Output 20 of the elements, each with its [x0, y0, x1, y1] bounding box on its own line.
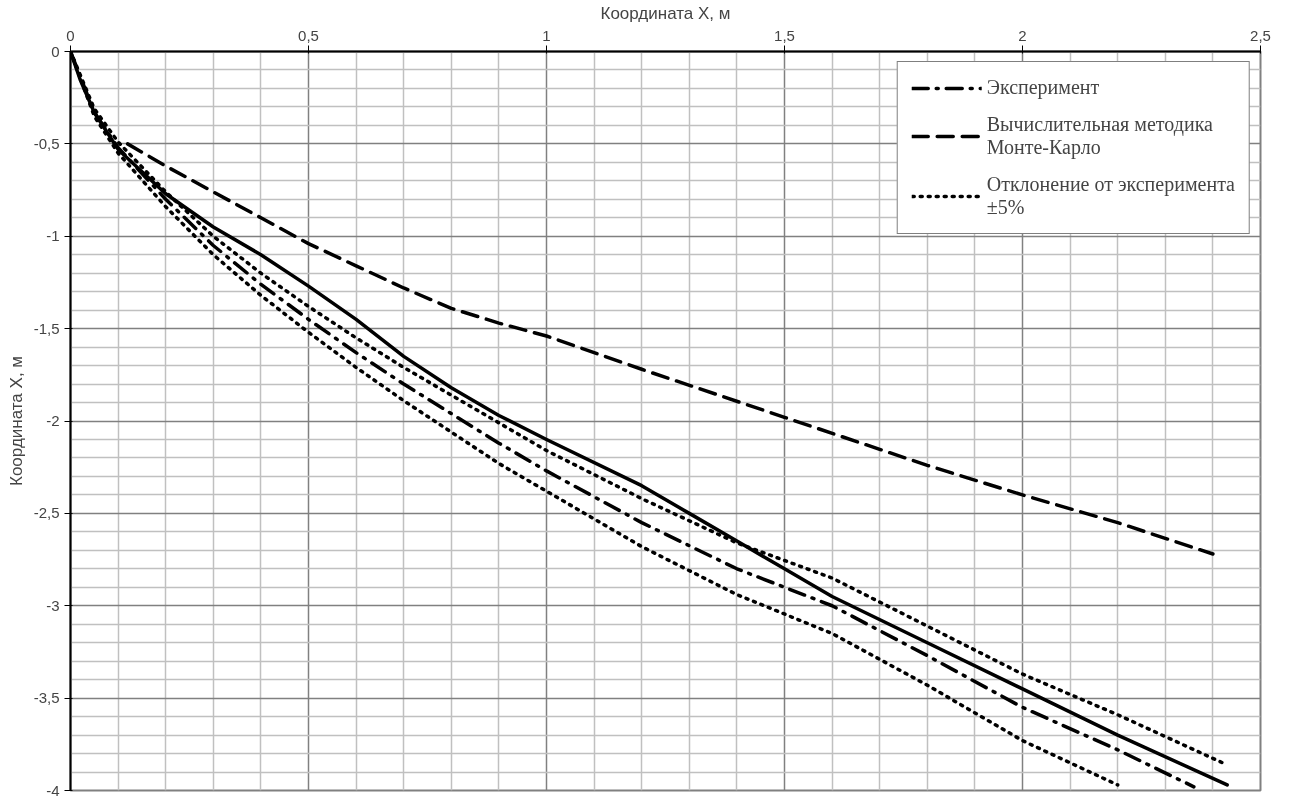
y-tick-label: -1,5	[33, 319, 60, 337]
y-axis-title: Координата X, м	[6, 355, 26, 486]
x-tick-label: 0,5	[298, 26, 319, 44]
y-tick-label: -4	[46, 781, 60, 799]
x-tick-label: 2	[1018, 26, 1027, 44]
legend-label: Эксперимент	[986, 76, 1100, 99]
x-tick-label: 2,5	[1250, 26, 1271, 44]
y-tick-label: -3,5	[33, 689, 60, 707]
legend-label: Отклонение от эксперимента ±5%	[986, 173, 1235, 219]
legend-label: Вычислительная методика Монте-Карло	[986, 113, 1213, 159]
y-tick-label: -2	[46, 412, 60, 429]
x-axis-title: Координата X, м	[600, 3, 731, 23]
y-tick-label: -2,5	[33, 504, 60, 522]
x-tick-label: 1	[542, 26, 551, 44]
y-tick-label: 0	[51, 42, 60, 60]
y-tick-label: -1	[46, 227, 60, 245]
x-tick-label: 0	[66, 26, 75, 44]
y-tick-label: -0,5	[33, 134, 60, 152]
y-tick-label: -3	[46, 596, 60, 614]
x-tick-label: 1,5	[774, 26, 795, 44]
